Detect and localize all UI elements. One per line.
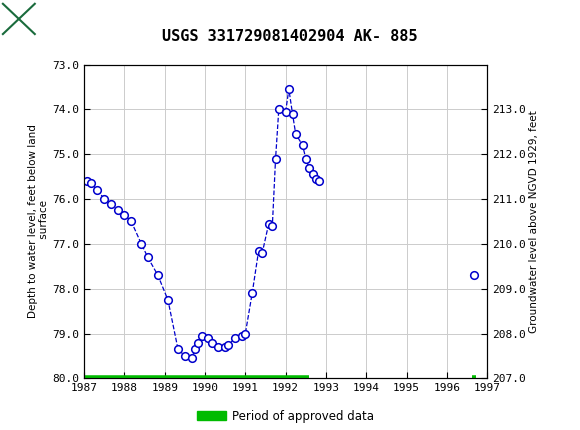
Text: ╳USGS: ╳USGS xyxy=(3,9,64,29)
FancyBboxPatch shape xyxy=(3,4,43,34)
Legend: Period of approved data: Period of approved data xyxy=(192,405,379,427)
Y-axis label: Groundwater level above NGVD 1929, feet: Groundwater level above NGVD 1929, feet xyxy=(528,110,539,333)
Text: USGS 331729081402904 AK- 885: USGS 331729081402904 AK- 885 xyxy=(162,29,418,44)
Y-axis label: Depth to water level, feet below land
 surface: Depth to water level, feet below land su… xyxy=(28,125,49,318)
Text: USGS: USGS xyxy=(44,12,90,26)
